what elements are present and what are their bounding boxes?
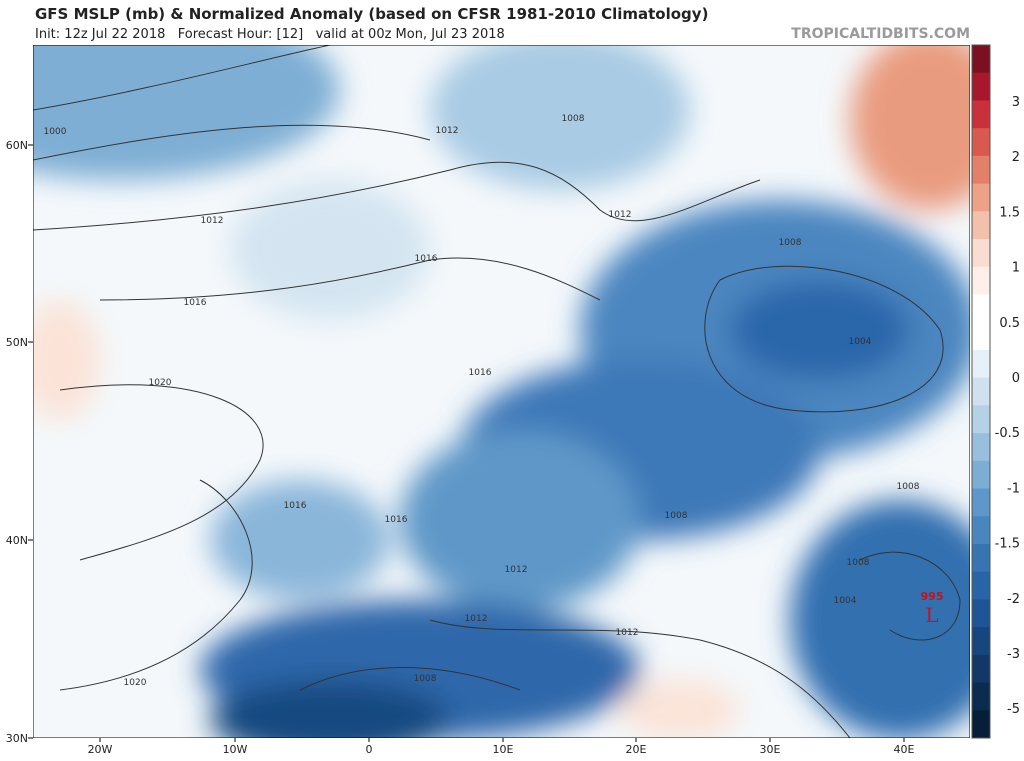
isobar-label: 1004 (834, 596, 857, 606)
colorbar-label: 0.5 (999, 316, 1020, 331)
lon-label: 20E (626, 743, 647, 756)
isobar-label: 1000 (44, 127, 67, 137)
colorbar-frame (971, 44, 991, 739)
colorbar-bin (972, 322, 990, 351)
isobar-label: 1012 (609, 210, 632, 220)
colorbar-label: 0 (1012, 371, 1020, 386)
low-symbol: L (925, 603, 938, 627)
isobar-label: 1012 (465, 614, 488, 624)
colorbar-label: 2 (1012, 150, 1020, 165)
lon-label: 10W (223, 743, 248, 756)
colorbar-bin (972, 682, 990, 711)
colorbar: 3 2 1.5 1 0.5 0 -0.5 -1 -1.5 -2 -3 -5 (971, 44, 1020, 739)
colorbar-bin (972, 128, 990, 157)
colorbar-bin (972, 45, 990, 74)
colorbar-label: -1.5 (995, 537, 1020, 552)
colorbar-bin (972, 516, 990, 545)
colorbar-bin (972, 211, 990, 240)
colorbar-bin (972, 100, 990, 129)
isobar-label: 1020 (124, 678, 147, 688)
colorbar-bin (972, 239, 990, 268)
isobar-label: 1008 (665, 511, 688, 521)
colorbar-bin (972, 294, 990, 323)
colorbar-bin (972, 654, 990, 684)
lon-label: 30E (760, 743, 781, 756)
lat-label: 30N (6, 732, 28, 745)
low-pressure: 995 (921, 590, 944, 603)
colorbar-bin (972, 183, 990, 212)
isobar-label: 1016 (184, 298, 207, 308)
colorbar-bin (972, 543, 990, 573)
lat-label: 40N (6, 534, 28, 547)
colorbar-bin (972, 349, 990, 379)
isobar-label: 1008 (779, 238, 802, 248)
isobar-label: 1016 (415, 254, 438, 264)
lat-label: 50N (6, 336, 28, 349)
colorbar-label: -2 (1007, 592, 1020, 607)
colorbar-label: 1.5 (999, 205, 1020, 220)
colorbar-bin (972, 571, 990, 600)
colorbar-bin (972, 710, 990, 739)
isobars (33, 45, 961, 738)
colorbar-bin (972, 377, 990, 406)
isobar-label: 1012 (616, 628, 639, 638)
colorbar-bin (972, 405, 990, 434)
colorbar-bin (972, 460, 990, 490)
colorbar-bin (972, 72, 990, 101)
isobar-label: 1008 (562, 114, 585, 124)
colorbar-label: -0.5 (995, 426, 1020, 441)
isobar-label: 1012 (436, 126, 459, 136)
isobar-label: 1016 (284, 501, 307, 511)
colorbar-bin (972, 155, 990, 185)
lon-label: 40E (894, 743, 915, 756)
lon-label: 20W (88, 743, 113, 756)
colorbar-bin (972, 433, 990, 462)
colorbar-label: 3 (1012, 95, 1020, 110)
lon-label: 10E (493, 743, 514, 756)
watermark: TROPICALTIDBITS.COM (791, 26, 970, 42)
colorbar-bin (972, 488, 990, 517)
colorbar-bin (972, 266, 990, 295)
map-labels: 60N 50N 40N 30N 20W 10W 0 10E 20E 30E 40E 1000 1012 1… (6, 114, 944, 756)
isobar-label: 1008 (897, 482, 920, 492)
lon-label: 0 (366, 743, 373, 756)
isobar-label: 1016 (469, 368, 492, 378)
isobar-label: 1020 (149, 378, 172, 388)
isobar-label: 1016 (385, 515, 408, 525)
colorbar-bin (972, 599, 990, 628)
colorbar-label: -1 (1007, 481, 1020, 496)
isobar-label: 1008 (414, 674, 437, 684)
subtitle: Init: 12z Jul 22 2018 Forecast Hour: [12… (35, 27, 505, 42)
lat-label: 60N (6, 139, 28, 152)
title: GFS MSLP (mb) & Normalized Anomaly (base… (35, 5, 708, 23)
isobar-label: 1008 (847, 558, 870, 568)
isobar-label: 1004 (849, 337, 872, 347)
colorbar-label: -5 (1007, 702, 1020, 717)
colorbar-label: 1 (1012, 261, 1020, 276)
isobar-label: 1012 (505, 565, 528, 575)
colorbar-bin (972, 627, 990, 656)
colorbar-label: -3 (1007, 647, 1020, 662)
isobar-label: 1012 (201, 216, 224, 226)
